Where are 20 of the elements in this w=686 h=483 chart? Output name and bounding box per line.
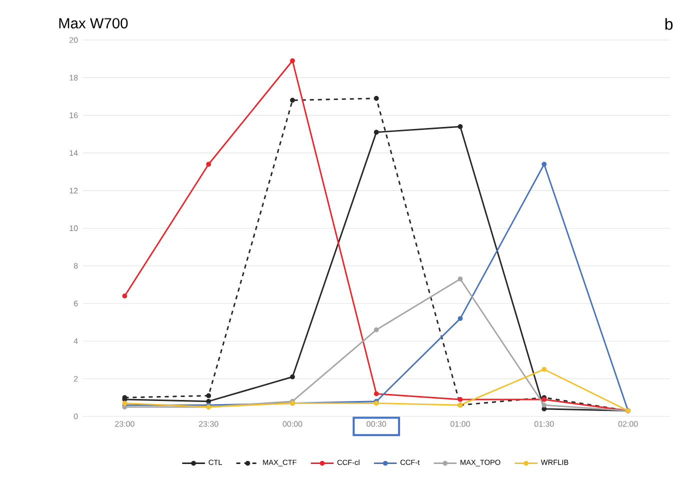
y-tick-label: 4 (74, 338, 78, 344)
x-tick-label: 23:00 (115, 421, 134, 427)
text: b (665, 18, 673, 30)
y-tick-label: 18 (70, 74, 78, 80)
y-tick-label: 8 (74, 262, 78, 269)
y-tick-label: 2 (74, 376, 78, 382)
x-tick-label: 23:30 (198, 421, 218, 427)
x-tick-label: 02:00 (618, 421, 638, 427)
y-tick-label: 0 (74, 414, 78, 420)
x-tick-label: 00:00 (282, 421, 302, 427)
x-tick-label: 00:30 (366, 421, 386, 427)
y-tick-label: 10 (70, 225, 78, 231)
y-tick-label: 14 (70, 150, 78, 156)
y-tick-label: 20 (70, 37, 78, 43)
y-tick-label: 6 (74, 300, 78, 306)
x-tick-label: 01:00 (450, 421, 470, 427)
chart-title: Max W700 (59, 18, 128, 28)
y-tick-label: 12 (70, 188, 78, 194)
y-tick-label: 16 (70, 112, 78, 118)
x-tick-label: 01:30 (534, 421, 554, 427)
